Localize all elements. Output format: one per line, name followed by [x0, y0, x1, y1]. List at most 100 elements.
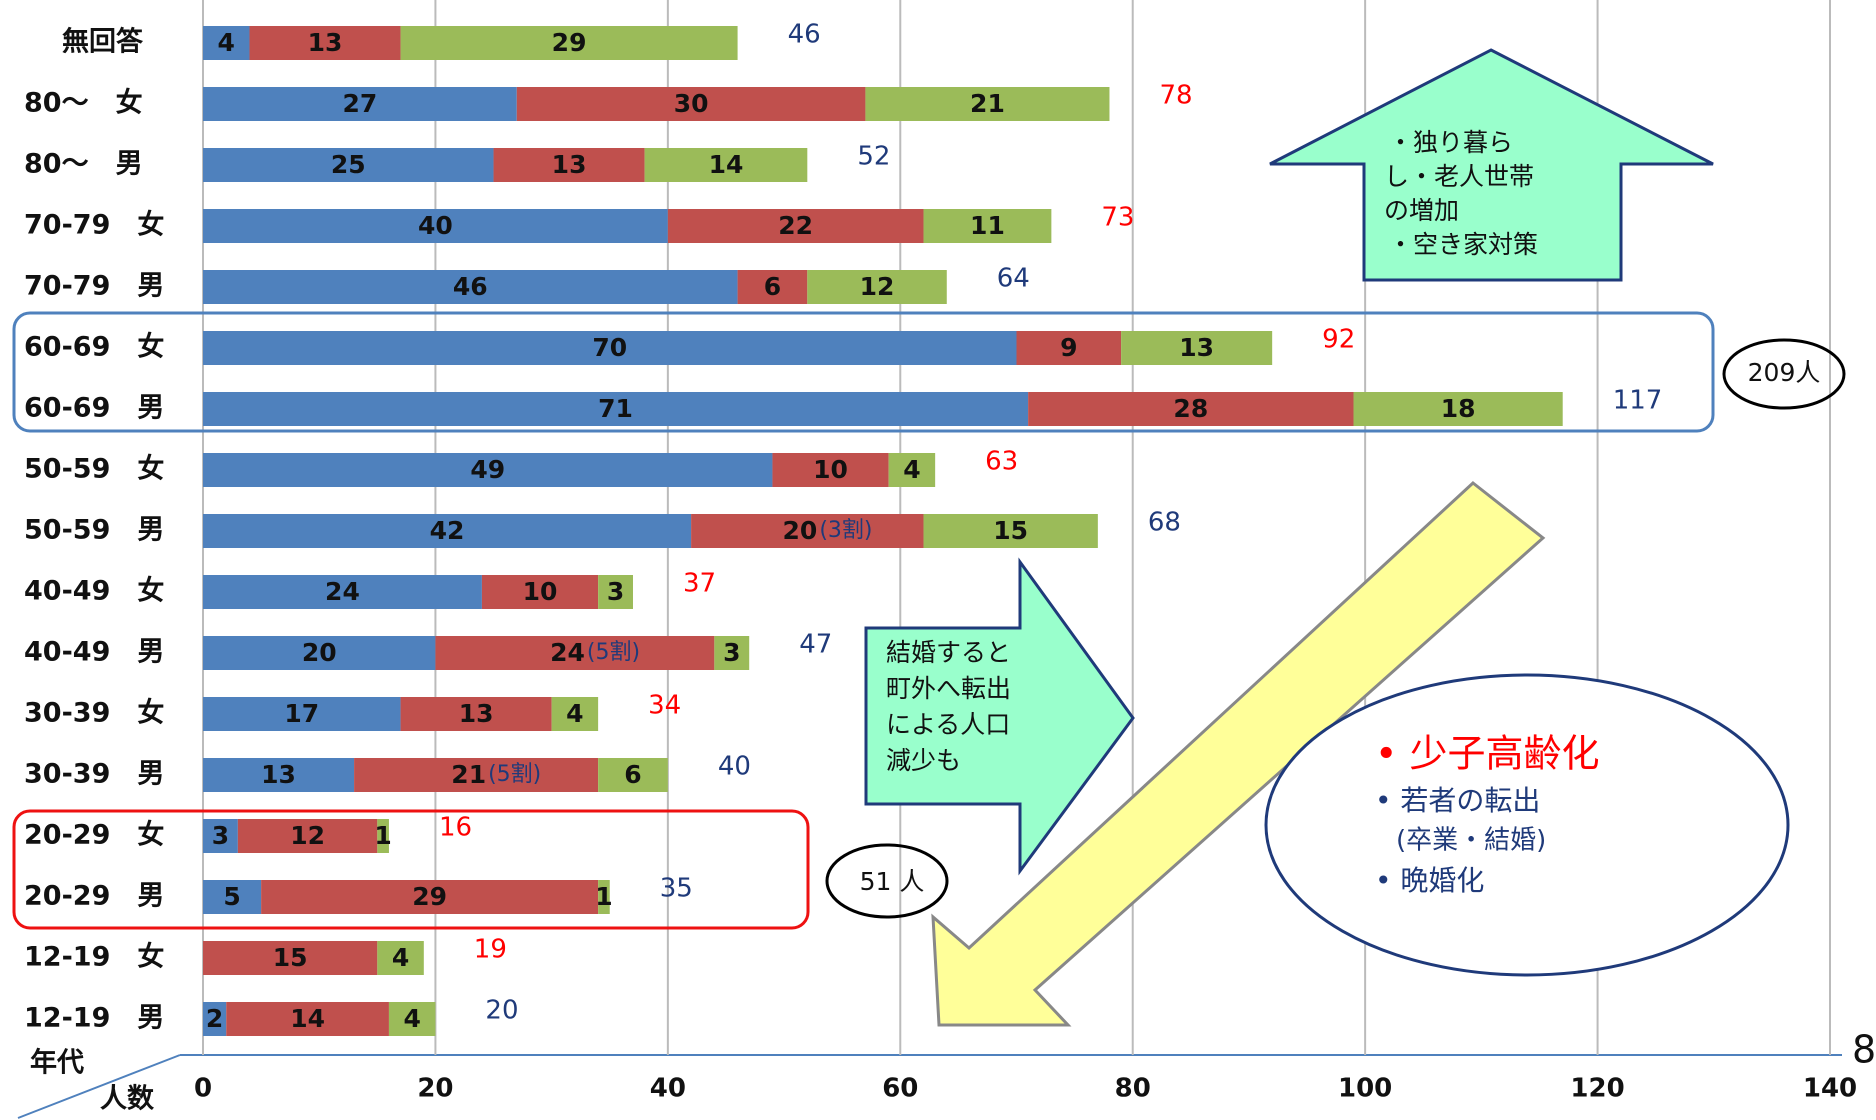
segment-label: 22	[778, 211, 813, 240]
total-label: 20	[485, 996, 518, 1026]
bar-segment	[203, 880, 262, 914]
ellipse-item: • 若者の転出	[1375, 784, 1540, 817]
segment-label: 28	[1173, 394, 1208, 423]
segment-label: 3	[212, 821, 229, 850]
bar-segment	[923, 209, 1052, 243]
segment-label: 4	[403, 1004, 420, 1033]
annotation-line: ・独り暮ら	[1388, 128, 1513, 157]
segment-label: 42	[430, 516, 465, 545]
down-arrow	[931, 481, 1546, 1027]
segment-label: 3	[723, 638, 740, 667]
circle	[825, 843, 949, 919]
total-label: 19	[474, 935, 507, 965]
total-label: 52	[857, 142, 890, 172]
bar-segment	[1353, 392, 1563, 426]
y-tick-label: 40-49 女	[24, 575, 164, 607]
up-arrow	[1269, 48, 1714, 282]
right-arrow	[864, 557, 1135, 876]
bar-segment	[203, 453, 773, 487]
segment-label: 14	[290, 1004, 325, 1033]
segment-note: (5割)	[488, 762, 541, 787]
circle-label: 51 人	[860, 867, 925, 896]
segment-label: 15	[273, 943, 308, 972]
segment-label: 4	[903, 455, 920, 484]
segment-label: 40	[418, 211, 453, 240]
segment-label: 13	[552, 150, 587, 179]
segment-label: 70	[592, 333, 627, 362]
y-tick-label: 70-79 女	[24, 209, 164, 241]
y-tick-label: 60-69 男	[24, 393, 164, 424]
segment-note: (3割)	[819, 518, 872, 543]
bar-segment	[203, 270, 738, 304]
segment-label: 10	[523, 577, 558, 606]
y-tick-label: 無回答	[62, 26, 144, 58]
x-tick-label: 20	[417, 1074, 453, 1104]
total-label: 35	[660, 874, 693, 904]
y-tick-label: 70-79 男	[24, 271, 164, 302]
bar-segment	[226, 1002, 389, 1036]
bar-segment	[1016, 331, 1122, 365]
total-label: 47	[799, 630, 832, 660]
segment-label: 25	[331, 150, 366, 179]
up-arrow-text: ・独り暮ら し・老人世帯 の増加 ・空き家対策	[1384, 128, 1538, 259]
total-label: 68	[1148, 508, 1181, 538]
bar-segment	[237, 819, 378, 853]
segment-label: 13	[261, 760, 296, 789]
bar-segment	[203, 941, 378, 975]
bar-segment	[888, 453, 936, 487]
bar-segment	[400, 26, 738, 60]
y-tick-label: 12-19 女	[24, 941, 164, 973]
bar-segment	[923, 514, 1098, 548]
y-tick-label: 30-39 男	[24, 759, 164, 790]
total-label: 46	[788, 20, 821, 50]
bar-segment	[203, 209, 668, 243]
y-axis-label: 年代	[30, 1047, 84, 1079]
segment-label: 71	[598, 394, 633, 423]
segment-label: 29	[412, 882, 447, 911]
y-tick-label: 80〜 男	[24, 149, 143, 180]
total-label: 78	[1159, 81, 1192, 111]
total-label: 37	[683, 569, 716, 599]
x-tick-label: 80	[1115, 1074, 1151, 1104]
total-label: 16	[439, 813, 472, 843]
bar-segment	[737, 270, 808, 304]
annotation-line: 町外へ転出	[886, 674, 1011, 703]
total-label: 64	[997, 264, 1030, 294]
y-tick-label: 12-19 男	[24, 1003, 164, 1034]
segment-label: 24	[325, 577, 360, 606]
total-label: 63	[985, 447, 1018, 477]
segment-label: 46	[453, 272, 488, 301]
segment-label: 24	[550, 638, 585, 667]
x-axis-label: 人数	[100, 1084, 155, 1115]
total-label: 117	[1613, 386, 1663, 416]
segment-label: 49	[470, 455, 505, 484]
segment-label: 13	[459, 699, 494, 728]
ellipse-heading: • 少子高齢化	[1375, 732, 1600, 776]
bar-segment	[203, 148, 494, 182]
segment-note: (5割)	[587, 640, 640, 665]
annotation-line: し・老人世帯	[1384, 162, 1534, 191]
x-tick-label: 60	[882, 1074, 918, 1104]
segment-label: 29	[552, 28, 587, 57]
annotation-line: ・空き家対策	[1388, 230, 1538, 259]
x-tick-label: 140	[1803, 1074, 1857, 1104]
circle	[1722, 338, 1846, 410]
x-tick-label: 0	[194, 1074, 212, 1104]
bar-segment	[203, 758, 355, 792]
segment-label: 21	[451, 760, 486, 789]
segment-label: 9	[1060, 333, 1077, 362]
annotation-line: 減少も	[886, 746, 961, 775]
bar-segment	[691, 514, 924, 548]
bar-segment	[203, 819, 238, 853]
x-tick-label: 100	[1338, 1074, 1392, 1104]
bar-segment	[598, 880, 610, 914]
segment-label: 15	[993, 516, 1028, 545]
segment-label: 4	[566, 699, 583, 728]
segment-label: 12	[860, 272, 895, 301]
bar-segment	[493, 148, 645, 182]
segment-label: 3	[607, 577, 624, 606]
annotation-line: の増加	[1384, 196, 1459, 225]
segment-label: 1	[374, 821, 391, 850]
